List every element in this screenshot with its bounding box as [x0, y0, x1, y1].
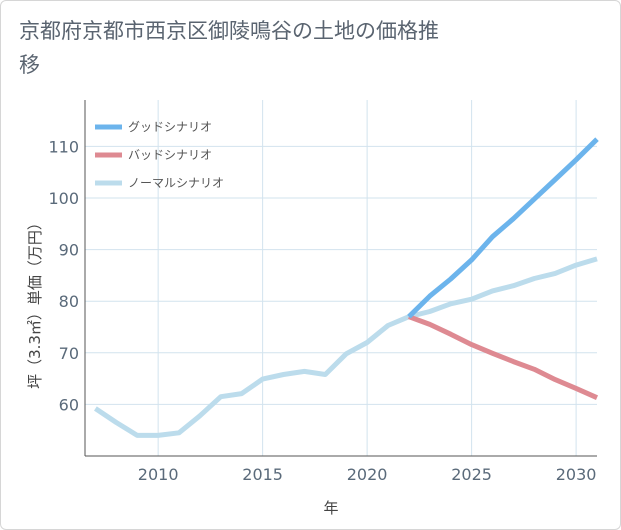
legend-label-2: バッドシナリオ [128, 148, 212, 162]
x-tick-label-2025: 2025 [451, 465, 492, 484]
y-axis-label: 坪（3.3㎡）単価（万円） [26, 215, 44, 389]
y-tick-label-90: 90 [59, 241, 79, 260]
y-tick-label-80: 80 [59, 292, 79, 311]
series-line-2 [408, 314, 599, 400]
x-axis-label: 年 [323, 499, 338, 517]
x-tick-label-2030: 2030 [556, 465, 597, 484]
y-tick-label-60: 60 [59, 395, 79, 414]
y-tick-label-110: 110 [48, 137, 79, 156]
y-tick-label-100: 100 [48, 189, 79, 208]
x-tick-label-2010: 2010 [138, 465, 179, 484]
x-tick-label-2015: 2015 [242, 465, 283, 484]
y-tick-label-70: 70 [59, 344, 79, 363]
series-line-1 [407, 137, 599, 319]
chart-title: 京都府京都市西京区御陵鳴谷の土地の価格推移 [19, 19, 439, 77]
legend-label-3: ノーマルシナリオ [128, 176, 224, 190]
x-tick-label-2020: 2020 [347, 465, 388, 484]
legend-label-1: グッドシナリオ [128, 120, 212, 134]
series-line-3 [94, 256, 598, 438]
